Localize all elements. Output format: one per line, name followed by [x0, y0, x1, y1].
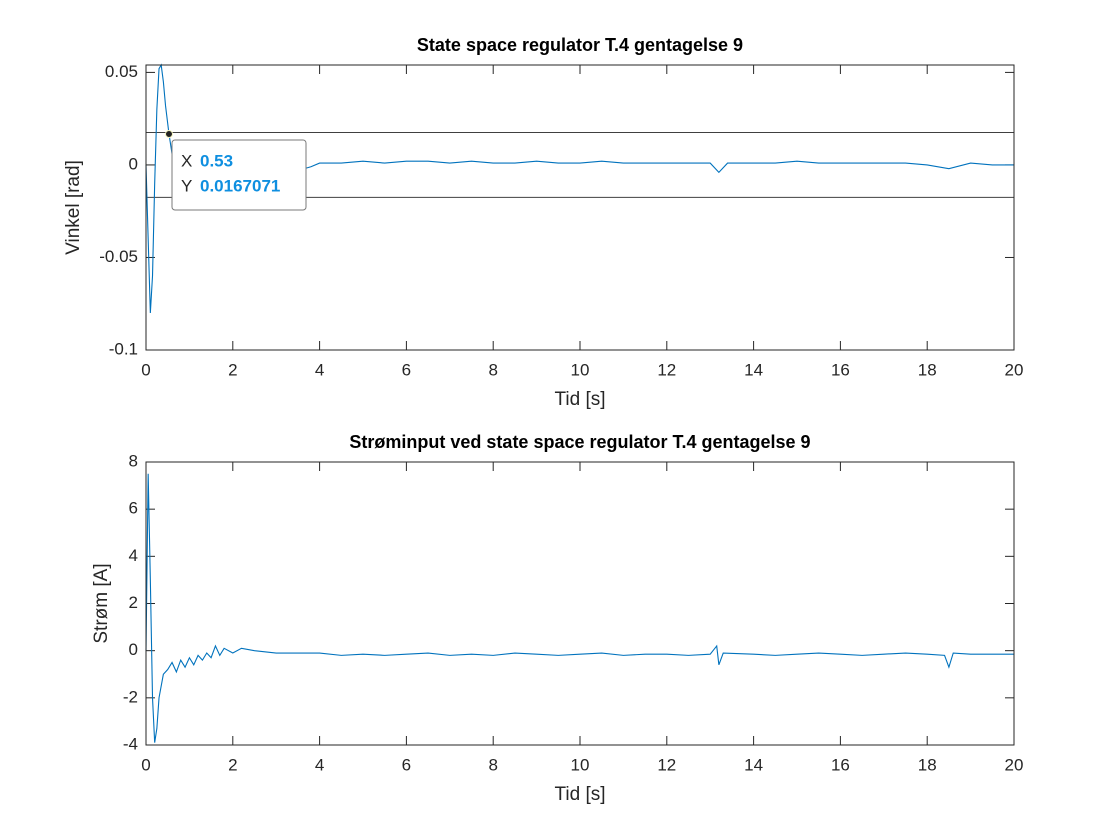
chart-title: Strøminput ved state space regulator T.4…	[349, 432, 810, 452]
y-tick-label: 6	[129, 499, 138, 518]
data-line	[145, 473, 1014, 743]
datatip-box	[171, 139, 307, 211]
x-tick-label: 2	[228, 360, 237, 379]
y-tick-label: 2	[129, 593, 138, 612]
plot-area	[146, 462, 1014, 745]
x-tick-label: 8	[488, 755, 497, 774]
x-tick-label: 16	[831, 755, 850, 774]
datatip-y-value: 0.0167071	[200, 177, 280, 196]
axes-box	[145, 64, 1015, 351]
y-tick-label: -0.05	[99, 247, 138, 266]
y-tick-label: 8	[129, 451, 138, 470]
x-tick-label: 14	[744, 360, 763, 379]
y-tick-label: 0.05	[105, 62, 138, 81]
datatip-marker	[165, 130, 174, 139]
x-tick-label: 10	[571, 755, 590, 774]
x-tick-label: 6	[402, 755, 411, 774]
x-tick-label: 12	[657, 360, 676, 379]
x-axis-label: Tid [s]	[554, 389, 605, 410]
x-tick-label: 18	[918, 755, 937, 774]
x-tick-label: 0	[141, 360, 150, 379]
datatip-y-label: Y	[181, 177, 192, 196]
y-axis-label: Strøm [A]	[91, 563, 112, 643]
x-tick-label: 0	[141, 755, 150, 774]
x-tick-label: 4	[315, 360, 324, 379]
y-axis-label: Vinkel [rad]	[63, 160, 84, 255]
x-tick-label: 8	[488, 360, 497, 379]
x-tick-label: 6	[402, 360, 411, 379]
x-axis-label: Tid [s]	[554, 784, 605, 805]
y-tick-label: -2	[123, 687, 138, 706]
x-tick-label: 20	[1005, 755, 1024, 774]
data-line	[145, 63, 1014, 314]
x-tick-label: 20	[1005, 360, 1024, 379]
axes-box	[145, 461, 1015, 746]
y-tick-label: -0.1	[109, 339, 138, 358]
y-tick-label: 0	[129, 640, 138, 659]
y-tick-label: 0	[129, 154, 138, 173]
x-tick-label: 14	[744, 755, 763, 774]
x-tick-label: 4	[315, 755, 324, 774]
y-tick-label: 4	[129, 546, 138, 565]
x-tick-label: 2	[228, 755, 237, 774]
x-tick-label: 16	[831, 360, 850, 379]
y-tick-label: -4	[123, 734, 138, 753]
datatip-x-value: 0.53	[200, 152, 233, 171]
chart-title: State space regulator T.4 gentagelse 9	[417, 35, 743, 55]
x-tick-label: 18	[918, 360, 937, 379]
x-tick-label: 12	[657, 755, 676, 774]
datatip-x-label: X	[181, 152, 192, 171]
x-tick-label: 10	[571, 360, 590, 379]
